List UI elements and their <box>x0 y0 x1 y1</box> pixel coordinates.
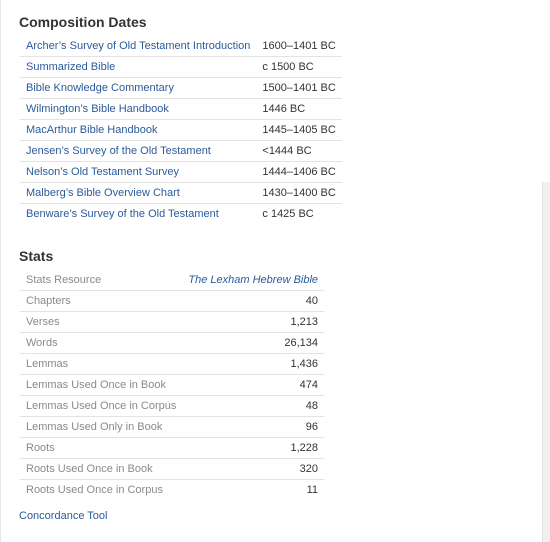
stat-value: 11 <box>306 484 319 496</box>
stat-value: 96 <box>182 416 325 438</box>
stat-value: 48 <box>182 395 325 417</box>
stat-label: Roots Used Once in Book <box>20 458 183 480</box>
table-row: Jensen’s Survey of the Old Testament <14… <box>20 140 342 162</box>
resource-link[interactable]: MacArthur Bible Handbook <box>20 119 257 141</box>
table-row: Summarized Bible c 1500 BC <box>20 56 342 78</box>
date-value: 1430–1400 BC <box>256 182 342 204</box>
table-row: Verses 1,213 <box>20 311 325 333</box>
stat-label: Lemmas Used Only in Book <box>20 416 183 438</box>
table-row: Chapters 40 <box>20 290 325 312</box>
table-row: Roots Used Once in Corpus 11 <box>20 480 324 501</box>
resource-link[interactable]: Archer’s Survey of Old Testament Introdu… <box>20 36 257 57</box>
stats-resource-link[interactable]: The Lexham Hebrew Bible <box>182 270 325 291</box>
stat-value: 1,213 <box>182 311 325 333</box>
stat-value: 26,134 <box>182 332 325 354</box>
table-row: Malberg’s Bible Overview Chart 1430–1400… <box>20 182 342 204</box>
table-row: Lemmas Used Once in Book 474 <box>20 374 325 396</box>
table-row: Roots Used Once in Book 320 <box>20 458 325 480</box>
date-value: 1446 BC <box>256 98 342 120</box>
table-row: Bible Knowledge Commentary 1500–1401 BC <box>20 77 342 99</box>
panel-edge-divider <box>0 0 1 542</box>
date-value: <1444 BC <box>256 140 342 162</box>
stats-table: Stats Resource The Lexham Hebrew Bible C… <box>20 270 325 501</box>
stat-label: Lemmas <box>20 353 183 375</box>
date-value: 1600–1401 BC <box>256 36 342 57</box>
date-value: 1500–1401 BC <box>256 77 342 99</box>
table-row: Words 26,134 <box>20 332 325 354</box>
stat-label: Verses <box>20 311 183 333</box>
date-value: c 1425 BC <box>262 208 314 220</box>
stat-value: 1,228 <box>182 437 325 459</box>
composition-dates-table: Archer’s Survey of Old Testament Introdu… <box>20 36 342 224</box>
table-row: Stats Resource The Lexham Hebrew Bible <box>20 270 325 291</box>
resource-link[interactable]: Nelson’s Old Testament Survey <box>20 161 257 183</box>
stats-resource-label: Stats Resource <box>20 270 183 291</box>
table-row: Lemmas Used Only in Book 96 <box>20 416 325 438</box>
stat-label: Roots Used Once in Corpus <box>26 484 163 496</box>
table-row: Nelson’s Old Testament Survey 1444–1406 … <box>20 161 342 183</box>
table-row: Lemmas Used Once in Corpus 48 <box>20 395 325 417</box>
stat-label: Chapters <box>20 290 183 312</box>
stat-label: Words <box>20 332 183 354</box>
date-value: c 1500 BC <box>256 56 342 78</box>
concordance-tool-link[interactable]: Concordance Tool <box>19 510 108 522</box>
stats-heading: Stats <box>19 248 54 264</box>
resource-link[interactable]: Benware’s Survey of the Old Testament <box>26 208 219 220</box>
table-row: Archer’s Survey of Old Testament Introdu… <box>20 36 342 57</box>
scrollbar-track[interactable] <box>542 182 550 542</box>
table-row: Lemmas 1,436 <box>20 353 325 375</box>
table-row: Wilmington’s Bible Handbook 1446 BC <box>20 98 342 120</box>
resource-link[interactable]: Summarized Bible <box>20 56 257 78</box>
table-row: MacArthur Bible Handbook 1445–1405 BC <box>20 119 342 141</box>
stat-value: 1,436 <box>182 353 325 375</box>
table-row: Roots 1,228 <box>20 437 325 459</box>
composition-dates-heading: Composition Dates <box>19 14 147 30</box>
date-value: 1445–1405 BC <box>256 119 342 141</box>
stat-label: Lemmas Used Once in Book <box>20 374 183 396</box>
resource-link[interactable]: Wilmington’s Bible Handbook <box>20 98 257 120</box>
stat-label: Lemmas Used Once in Corpus <box>20 395 183 417</box>
resource-link[interactable]: Malberg’s Bible Overview Chart <box>20 182 257 204</box>
stat-value: 320 <box>182 458 325 480</box>
resource-link[interactable]: Jensen’s Survey of the Old Testament <box>20 140 257 162</box>
date-value: 1444–1406 BC <box>256 161 342 183</box>
stat-value: 474 <box>182 374 325 396</box>
table-row: Benware’s Survey of the Old Testament c … <box>20 204 342 225</box>
stat-label: Roots <box>20 437 183 459</box>
stat-value: 40 <box>182 290 325 312</box>
resource-link[interactable]: Bible Knowledge Commentary <box>20 77 257 99</box>
